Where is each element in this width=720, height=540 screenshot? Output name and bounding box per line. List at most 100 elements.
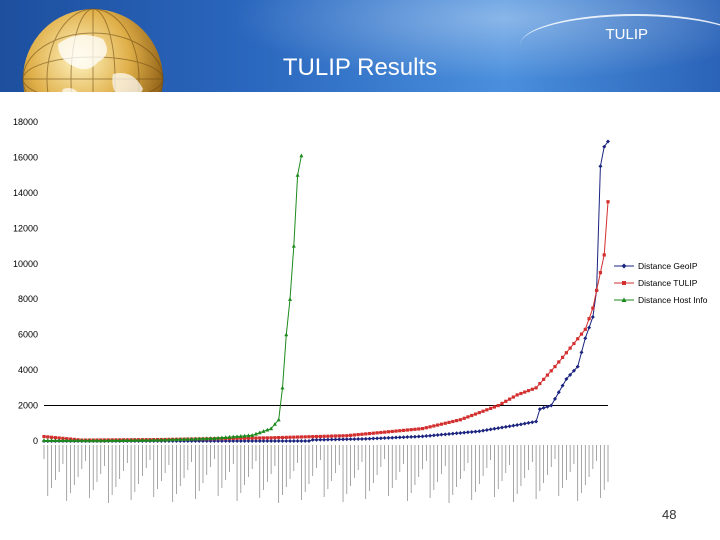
data-point: [299, 435, 303, 439]
slide-header: TULIP TULIP Results: [0, 0, 720, 92]
data-point: [576, 337, 580, 341]
data-point: [436, 423, 440, 427]
data-point: [405, 435, 410, 440]
data-point: [261, 436, 266, 440]
data-point: [371, 436, 376, 441]
data-point: [204, 436, 209, 441]
data-point: [60, 438, 65, 443]
data-point: [587, 317, 591, 321]
data-point: [292, 435, 296, 439]
data-point: [431, 433, 436, 438]
legend-marker: [621, 263, 627, 269]
data-point: [330, 434, 334, 438]
chart: 0 2000 4000 6000 8000 10000 12000 14000 16000 180…: [13, 117, 708, 503]
data-point: [49, 438, 54, 443]
data-point: [515, 423, 520, 428]
data-point: [492, 426, 497, 431]
data-point: [371, 431, 375, 435]
y-tick-label: 12000: [13, 223, 38, 233]
data-point: [428, 425, 432, 429]
data-point: [83, 438, 88, 443]
data-point: [568, 346, 572, 350]
data-point: [269, 436, 273, 440]
data-point: [235, 436, 239, 440]
x-tick-labels: [43, 445, 609, 503]
data-point: [223, 435, 228, 440]
data-point: [337, 434, 341, 438]
data-point: [306, 439, 311, 443]
data-point: [390, 429, 394, 434]
data-point: [272, 439, 277, 443]
data-point: [125, 438, 130, 442]
data-point: [549, 369, 553, 373]
data-point: [273, 436, 277, 440]
data-point: [250, 433, 255, 437]
page-number: 48: [662, 507, 677, 522]
data-point: [401, 428, 406, 432]
data-point: [367, 436, 372, 441]
legend-label: Distance Host Info: [638, 295, 708, 305]
data-point: [299, 439, 304, 443]
data-point: [166, 437, 171, 442]
data-point: [511, 395, 515, 399]
data-point: [291, 439, 296, 443]
data-point: [583, 336, 588, 341]
data-point: [416, 434, 421, 439]
data-point: [295, 172, 300, 177]
data-point: [265, 439, 270, 443]
data-point: [545, 404, 550, 409]
data-point: [409, 434, 414, 439]
data-point: [428, 433, 433, 438]
data-point: [276, 417, 281, 422]
data-point: [341, 437, 346, 442]
data-point: [349, 433, 353, 437]
data-point: [253, 431, 258, 436]
data-point: [352, 437, 357, 442]
data-point: [417, 427, 421, 431]
data-point: [277, 435, 281, 440]
data-point: [246, 433, 251, 438]
data-point: [571, 368, 576, 373]
data-point: [488, 427, 493, 432]
y-tick-label: 18000: [13, 117, 38, 127]
legend-marker: [622, 281, 626, 285]
data-point: [333, 437, 338, 442]
data-point: [269, 426, 274, 431]
brand-label: TULIP: [605, 26, 648, 43]
data-point: [534, 386, 538, 390]
data-point: [117, 438, 122, 443]
data-point: [356, 437, 361, 442]
data-point: [185, 436, 190, 441]
data-point: [197, 436, 202, 441]
data-point: [57, 438, 62, 443]
data-point: [538, 381, 542, 386]
data-point: [470, 413, 474, 418]
data-point: [397, 435, 402, 440]
data-point: [94, 438, 99, 443]
data-point: [288, 435, 292, 439]
data-point: [280, 435, 285, 440]
data-point: [257, 430, 262, 435]
data-point: [466, 415, 470, 419]
data-point: [303, 439, 308, 443]
data-point: [42, 434, 46, 439]
data-point: [375, 431, 379, 435]
data-point: [64, 438, 69, 443]
data-point: [72, 438, 77, 443]
data-point: [473, 429, 478, 434]
data-point: [542, 377, 546, 381]
data-point: [227, 434, 232, 439]
data-point: [473, 412, 478, 416]
data-point: [208, 436, 213, 441]
y-tick-label: 8000: [18, 294, 38, 304]
data-point: [382, 436, 387, 441]
data-point: [363, 436, 368, 441]
data-point: [424, 426, 428, 430]
data-point: [435, 433, 440, 438]
data-point: [560, 355, 565, 359]
data-point: [545, 373, 550, 377]
data-point: [348, 437, 353, 442]
data-point: [530, 420, 535, 425]
data-point: [151, 437, 156, 442]
data-point: [409, 428, 413, 432]
